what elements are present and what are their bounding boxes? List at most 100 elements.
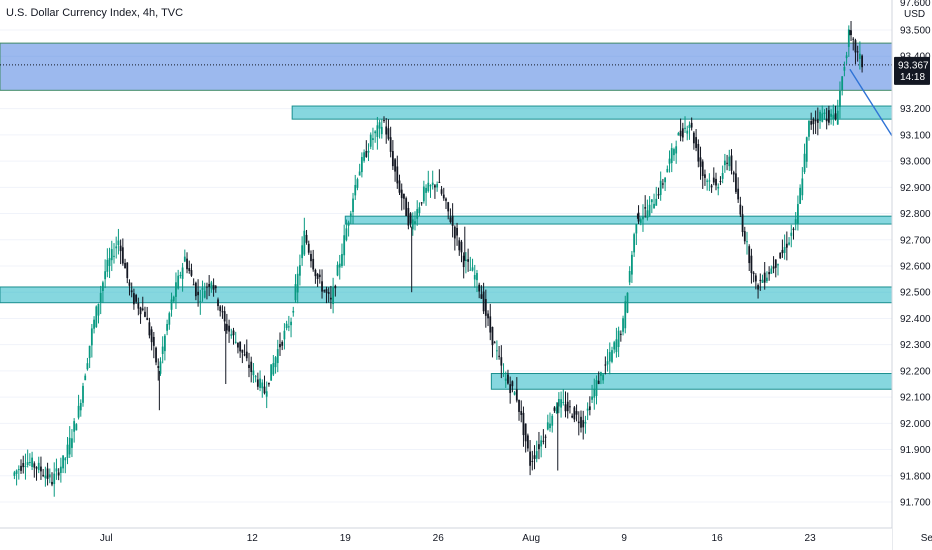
- candle-body: [631, 254, 633, 275]
- candle-body: [37, 462, 40, 471]
- candles: [13, 21, 863, 497]
- candle-body: [440, 189, 443, 194]
- candle-body: [458, 240, 461, 251]
- candle-body: [159, 361, 162, 374]
- candle-body: [301, 245, 304, 259]
- candle-body: [146, 318, 149, 320]
- candle-body: [62, 455, 64, 469]
- candle-body: [646, 210, 649, 219]
- candle-body: [484, 299, 487, 316]
- candle-body: [845, 55, 848, 59]
- candle-body: [163, 335, 166, 352]
- candle-body: [389, 137, 392, 152]
- candle-body: [108, 258, 111, 267]
- candle-body: [522, 412, 525, 436]
- candle-body: [478, 284, 481, 292]
- candle-body: [243, 354, 246, 356]
- candle-body: [66, 444, 69, 458]
- candle-body: [679, 130, 682, 137]
- candle-body: [597, 380, 600, 384]
- candle-body: [721, 172, 724, 179]
- candle-body: [73, 421, 76, 432]
- candle-body: [265, 391, 268, 397]
- candle-body: [360, 157, 363, 173]
- candle-body: [805, 137, 808, 162]
- candle-body: [292, 310, 295, 313]
- candle-body: [564, 404, 567, 412]
- candle-body: [839, 90, 841, 107]
- candle-body: [442, 194, 445, 199]
- candle-body: [606, 361, 609, 365]
- candle-body: [172, 296, 175, 302]
- candle-body: [407, 207, 410, 226]
- candle-body: [825, 118, 828, 122]
- price-tick-label: 93.100: [900, 130, 931, 141]
- candle-body: [788, 242, 790, 245]
- candle-body: [352, 198, 354, 212]
- candle-body: [451, 215, 454, 226]
- candle-body: [79, 402, 82, 411]
- zone-3: [344, 215, 893, 225]
- candle-body: [728, 156, 731, 167]
- time-tick-label: Sep: [921, 533, 932, 544]
- candle-body: [480, 294, 483, 299]
- candle-body: [801, 178, 804, 196]
- candle-body: [115, 246, 118, 249]
- candle-body: [524, 423, 527, 442]
- candle-body: [772, 266, 775, 269]
- candle-body: [321, 281, 323, 292]
- price-tick-label-clipped: 97.600: [900, 0, 931, 9]
- candle-body: [341, 254, 343, 267]
- candle-body: [385, 126, 388, 135]
- price-tick-label: 92.600: [900, 262, 931, 273]
- price-tick-label: 92.700: [900, 235, 931, 246]
- candle-body: [856, 51, 859, 53]
- candle-body: [374, 131, 377, 134]
- candle-body: [686, 130, 689, 134]
- candle-body: [119, 245, 122, 252]
- candle-body: [502, 372, 505, 375]
- candle-body: [55, 468, 58, 472]
- candle-body: [303, 230, 306, 255]
- candle-body: [365, 150, 368, 157]
- candle-body: [566, 401, 569, 412]
- candle-body: [254, 376, 257, 378]
- candle-body: [847, 29, 850, 47]
- candle-body: [194, 282, 197, 297]
- candle-body: [690, 122, 693, 128]
- candle-body: [327, 292, 330, 294]
- candle-body: [343, 235, 346, 256]
- candle-body: [367, 150, 370, 153]
- candle-body: [473, 275, 476, 280]
- candle-body: [507, 374, 509, 384]
- candle-body: [850, 30, 852, 36]
- time-tick-label: Jul: [100, 533, 113, 544]
- candle-body: [117, 240, 120, 245]
- candle-body: [234, 341, 237, 343]
- candle-body: [239, 341, 242, 352]
- candle-body: [504, 378, 507, 381]
- candle-body: [613, 342, 616, 350]
- candle-body: [57, 472, 60, 476]
- candle-body: [797, 204, 799, 224]
- candle-body: [781, 249, 784, 254]
- candle-body: [283, 330, 286, 340]
- candle-body: [95, 306, 98, 328]
- candle-body: [827, 110, 830, 123]
- candle-body: [349, 213, 352, 216]
- time-axis[interactable]: Jul121926Aug91623Sep132027: [100, 533, 932, 544]
- price-tick-label: 92.500: [900, 288, 931, 299]
- candle-body: [531, 460, 534, 462]
- candle-body: [462, 255, 465, 268]
- candle-body: [71, 438, 73, 448]
- candle-body: [130, 290, 133, 293]
- candle-body: [600, 372, 602, 376]
- candle-body: [135, 294, 138, 302]
- candle-body: [305, 234, 308, 243]
- candle-body: [157, 366, 160, 368]
- candle-body: [121, 247, 124, 264]
- candle-body: [763, 272, 766, 283]
- candle-body: [520, 411, 523, 415]
